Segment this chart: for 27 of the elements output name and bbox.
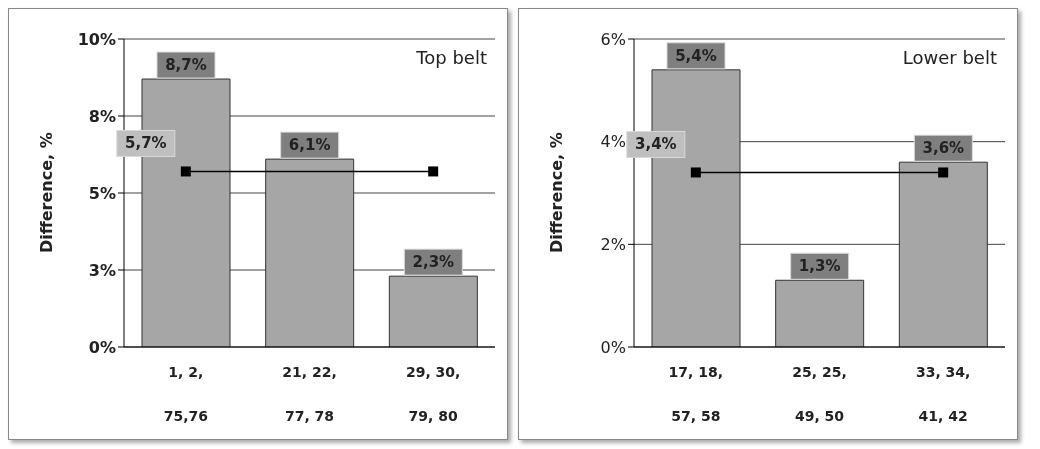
y-tick-label: 10% [77,29,116,49]
y-tick-label: 4% [600,132,626,152]
text: Lower belt [902,47,997,68]
category-label: 33, 34, 41, 42 [915,364,971,424]
category-label: 29, 30, 79, 80 [405,364,461,424]
category-label: 17, 18, 57, 58 [668,364,724,424]
data-label: 8,7% [165,56,207,75]
category-label: 21, 22, 77, 78 [282,364,337,424]
data-label: 1,3% [798,257,841,276]
data-label: 3,4% [635,135,677,154]
data-label: 5,7% [125,134,167,153]
data-label: 3,6% [922,139,965,158]
y-axis-title: Difference, % [36,132,56,253]
data-label: 5,4% [675,46,717,65]
y-tick-label: 6% [600,29,626,49]
category-label: 25, 25, 49, 50 [792,364,847,424]
data-label: 6,1% [288,136,331,155]
text: Top belt [416,47,487,68]
y-tick-label: 0% [600,337,626,357]
category-label: 1, 2, 75,76 [163,364,208,424]
y-axis-title: Difference, % [546,132,566,253]
y-tick-label: 3% [88,260,116,280]
y-tick-label: 5% [88,183,116,203]
data-label: 2,3% [412,253,455,272]
y-tick-label: 2% [600,235,626,255]
y-tick-label: 8% [88,106,116,126]
y-tick-label: 0% [88,337,116,357]
